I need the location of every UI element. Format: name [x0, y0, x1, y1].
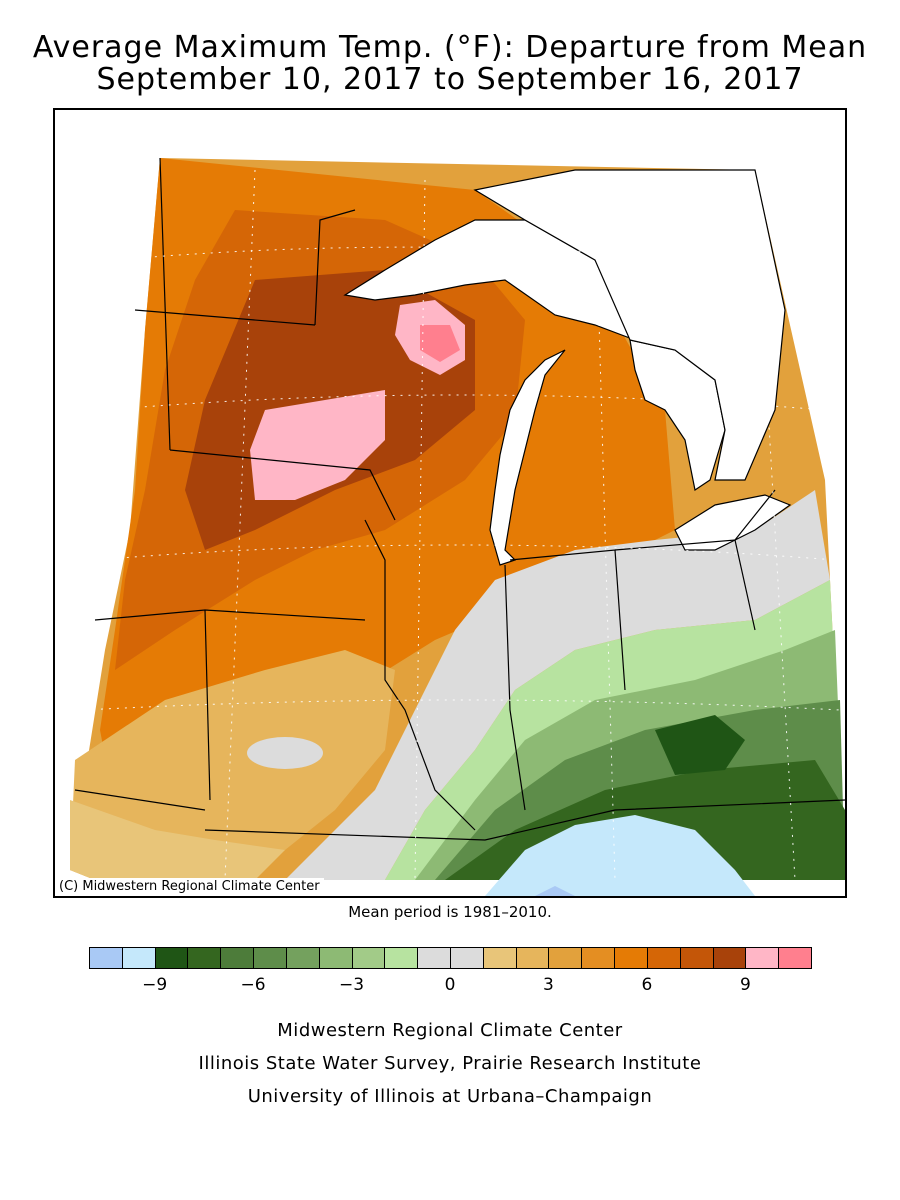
zone-minus9 [655, 715, 745, 775]
lake-erie [674, 494, 792, 551]
legend-swatch [515, 947, 550, 969]
zone-neutral-small [247, 737, 323, 769]
legend-swatch [187, 947, 222, 969]
legend-tick-label: −9 [142, 975, 168, 995]
zone-minus10 [485, 815, 755, 896]
legend-swatch [450, 947, 484, 969]
legend-swatch [712, 947, 747, 969]
legend-swatch [778, 947, 812, 969]
zone-plus3-sw [70, 650, 395, 880]
copyright-label: (C) Midwestern Regional Climate Center [55, 878, 324, 896]
zone-neutral [285, 490, 830, 880]
credit-line-2: Illinois State Water Survey, Prairie Res… [198, 1053, 702, 1074]
legend-swatch [220, 947, 255, 969]
legend-tick-label: −6 [240, 975, 266, 995]
zone-plus10-west [250, 390, 385, 500]
credit-line-1: Midwestern Regional Climate Center [277, 1020, 623, 1041]
zone-plus11-north [420, 325, 460, 362]
legend-swatch [745, 947, 780, 969]
legend-tick-label: 3 [543, 975, 554, 995]
map-title-line2: September 10, 2017 to September 16, 2017 [96, 62, 804, 97]
legend-swatch [646, 947, 681, 969]
legend-swatch [154, 947, 189, 969]
legend-swatch [482, 947, 517, 969]
legend-tick-label: 9 [739, 975, 751, 995]
legend-swatch [581, 947, 616, 969]
legend-tick-label: 0 [444, 975, 456, 995]
legend-swatch [285, 947, 320, 969]
mean-period-note: Mean period is 1981–2010. [348, 903, 552, 921]
color-legend [89, 947, 812, 971]
legend-swatch [384, 947, 419, 969]
zone-plus1-sw [70, 800, 285, 880]
legend-tick-label: −3 [339, 975, 365, 995]
graticule [84, 169, 841, 881]
zone-minus11 [535, 886, 575, 896]
credit-line-3: University of Illinois at Urbana–Champai… [247, 1086, 653, 1107]
legend-swatch [318, 947, 353, 969]
map-title-line1: Average Maximum Temp. (°F): Departure fr… [32, 30, 868, 65]
legend-swatch [253, 947, 287, 969]
legend-swatch [89, 947, 123, 969]
legend-swatch [614, 947, 648, 969]
legend-swatch [351, 947, 386, 969]
legend-swatch [417, 947, 451, 969]
state-borders [74, 157, 845, 841]
map-panel: (C) Midwestern Regional Climate Center [53, 108, 847, 898]
canada-land [473, 169, 786, 481]
legend-tick-label: 6 [641, 975, 653, 995]
legend-swatch [679, 947, 714, 969]
legend-swatch [121, 947, 156, 969]
legend-swatch [548, 947, 583, 969]
lake-michigan [489, 349, 566, 566]
temperature-departure-map [55, 110, 845, 896]
